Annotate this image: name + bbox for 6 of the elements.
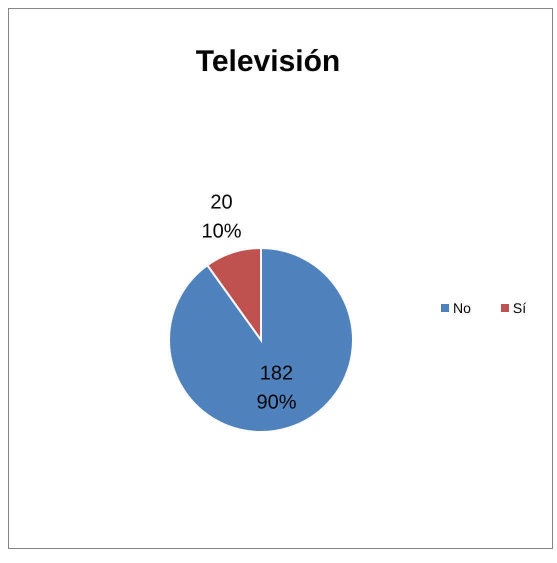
legend-label: Sí xyxy=(512,300,526,316)
legend-label: No xyxy=(453,300,471,316)
chart-title: Televisión xyxy=(196,44,340,80)
data-label: 20 10% xyxy=(202,192,242,243)
pie-slice xyxy=(168,247,354,433)
data-label: 182 90% xyxy=(256,362,297,414)
